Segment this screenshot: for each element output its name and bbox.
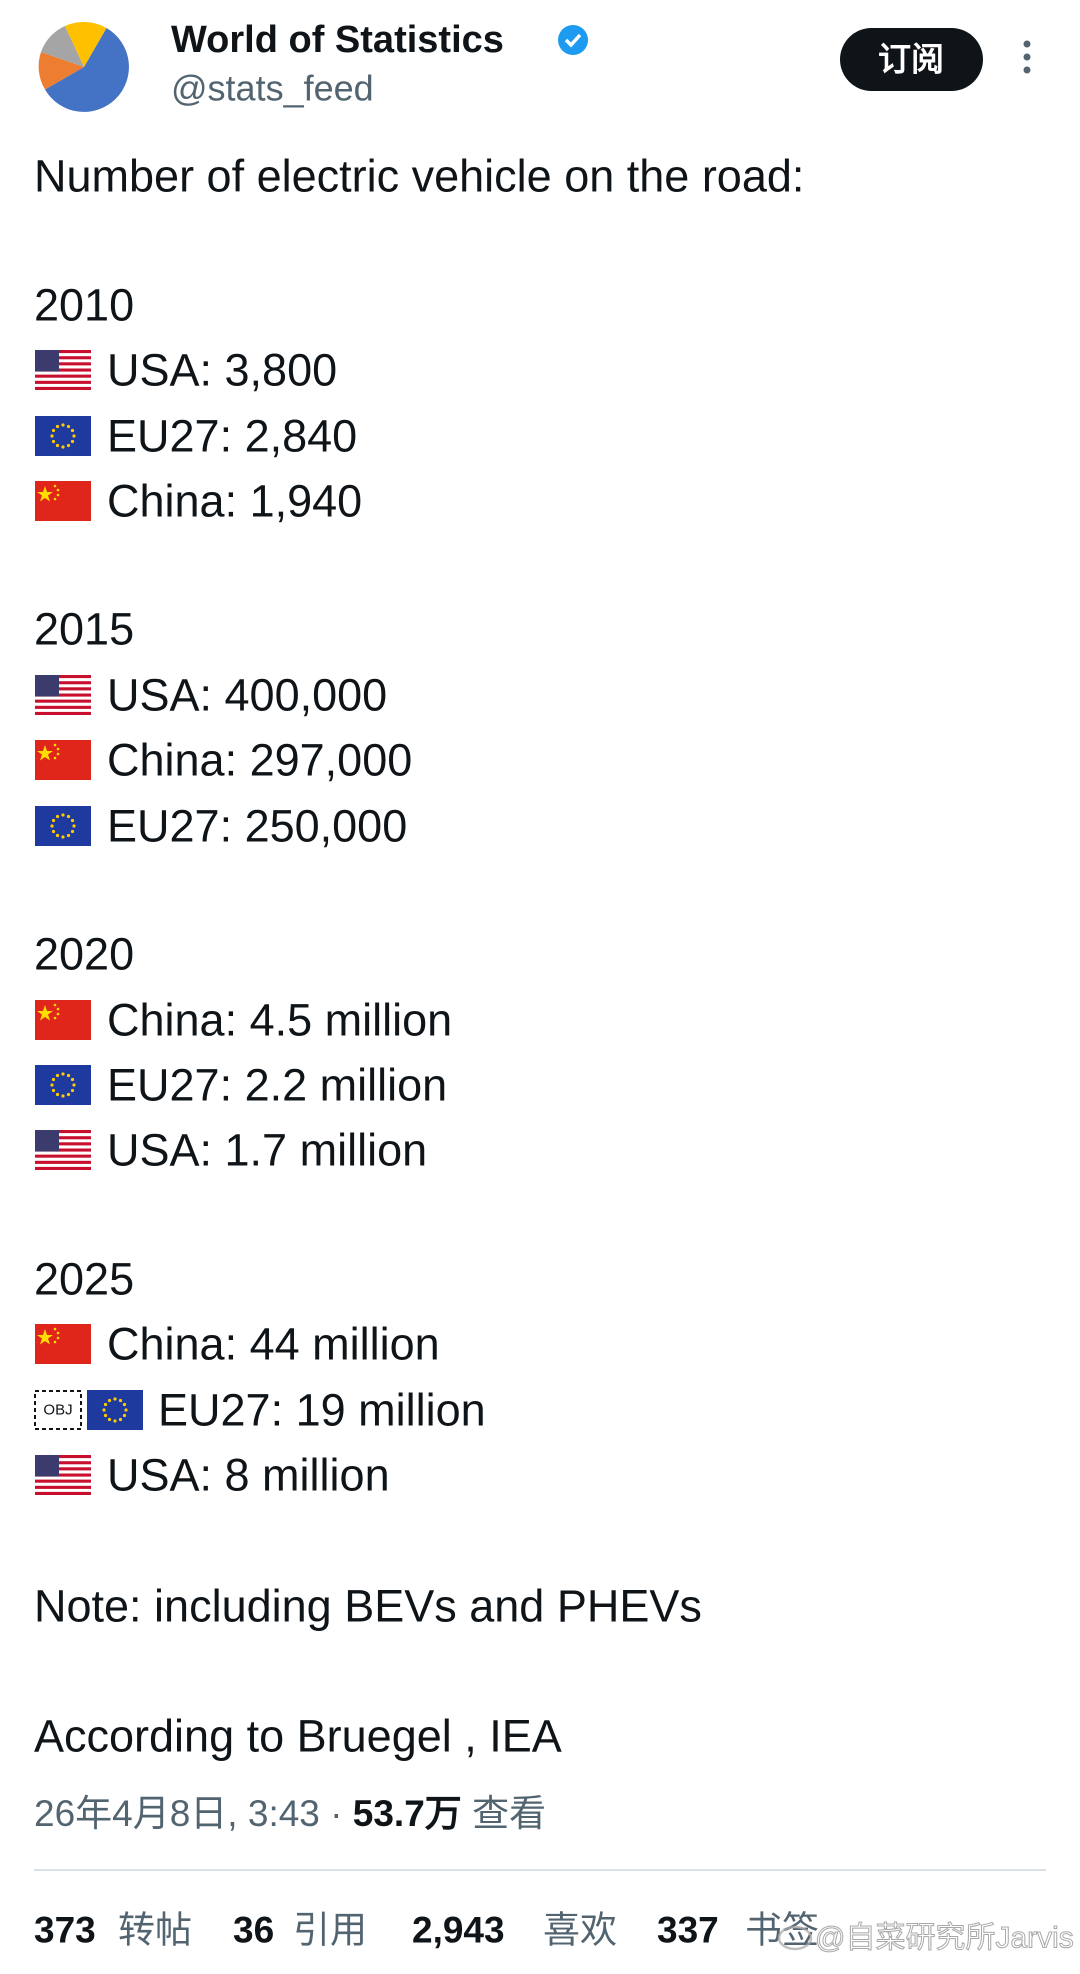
author-name[interactable]: World of Statistics: [171, 19, 504, 61]
more-menu[interactable]: [1023, 40, 1031, 74]
stat-label[interactable]: 喜欢: [543, 1910, 617, 1951]
flag: [87, 1390, 143, 1430]
stat-line: USA: 400,000: [107, 670, 387, 721]
year: 2025: [34, 1254, 134, 1305]
stat-line: USA: 3,800: [107, 345, 337, 396]
stat-line: China: 44 million: [107, 1319, 440, 1370]
note: Note: including BEVs and PHEVs: [34, 1581, 702, 1632]
stat-label[interactable]: 转帖: [118, 1910, 192, 1951]
timestamp[interactable]: 26年4月8日, 3:43: [34, 1793, 320, 1834]
stat-line: China: 4.5 million: [107, 995, 452, 1046]
subscribe-button[interactable]: [840, 28, 983, 91]
view-label: 查看: [472, 1793, 546, 1834]
separator: ·: [330, 1793, 342, 1834]
stat-line: China: 1,940: [107, 476, 362, 527]
subscribe-label[interactable]: 订阅: [878, 41, 944, 78]
year: 2020: [34, 929, 134, 980]
watermark-logo: [777, 1925, 813, 1951]
stat-line: USA: 8 million: [107, 1450, 390, 1501]
view-count: 53.7万: [353, 1793, 462, 1834]
stat-line: EU27: 2.2 million: [107, 1060, 447, 1111]
flag: [35, 416, 91, 456]
year: 2015: [34, 604, 134, 655]
missing-glyph-box: [34, 1390, 82, 1430]
flag: [35, 1130, 91, 1170]
intro: Number of electric vehicle on the road:: [34, 151, 804, 202]
stat-line: EU27: 250,000: [107, 801, 407, 852]
stat-count[interactable]: 2,943: [412, 1910, 505, 1951]
missing-glyph-label: OBJ: [43, 1402, 72, 1419]
stat-line: EU27: 19 million: [158, 1385, 486, 1436]
flag: [35, 1000, 91, 1040]
verified-badge: [558, 25, 588, 55]
stat-label[interactable]: 引用: [293, 1910, 367, 1951]
flag: [35, 1065, 91, 1105]
flag: [35, 1455, 91, 1495]
stat-count[interactable]: 36: [233, 1910, 274, 1951]
source: According to Bruegel , IEA: [34, 1711, 562, 1762]
stat-line: EU27: 2,840: [107, 411, 357, 462]
stat-line: USA: 1.7 million: [107, 1125, 427, 1176]
flag: [35, 481, 91, 521]
stat-count[interactable]: 373: [34, 1910, 96, 1951]
flag: [35, 1324, 91, 1364]
author-handle[interactable]: @stats_feed: [171, 68, 374, 109]
year: 2010: [34, 280, 134, 331]
flag: [35, 806, 91, 846]
avatar[interactable]: [38, 21, 129, 112]
stat-line: China: 297,000: [107, 735, 412, 786]
post-meta: 26年4月8日, 3:43 · 53.7万 查看: [34, 1793, 546, 1834]
watermark: @自菜研究所Jarvis: [815, 1922, 1074, 1955]
stat-count[interactable]: 337: [657, 1910, 719, 1951]
flag: [35, 740, 91, 780]
flag: [35, 675, 91, 715]
flag: [35, 350, 91, 390]
